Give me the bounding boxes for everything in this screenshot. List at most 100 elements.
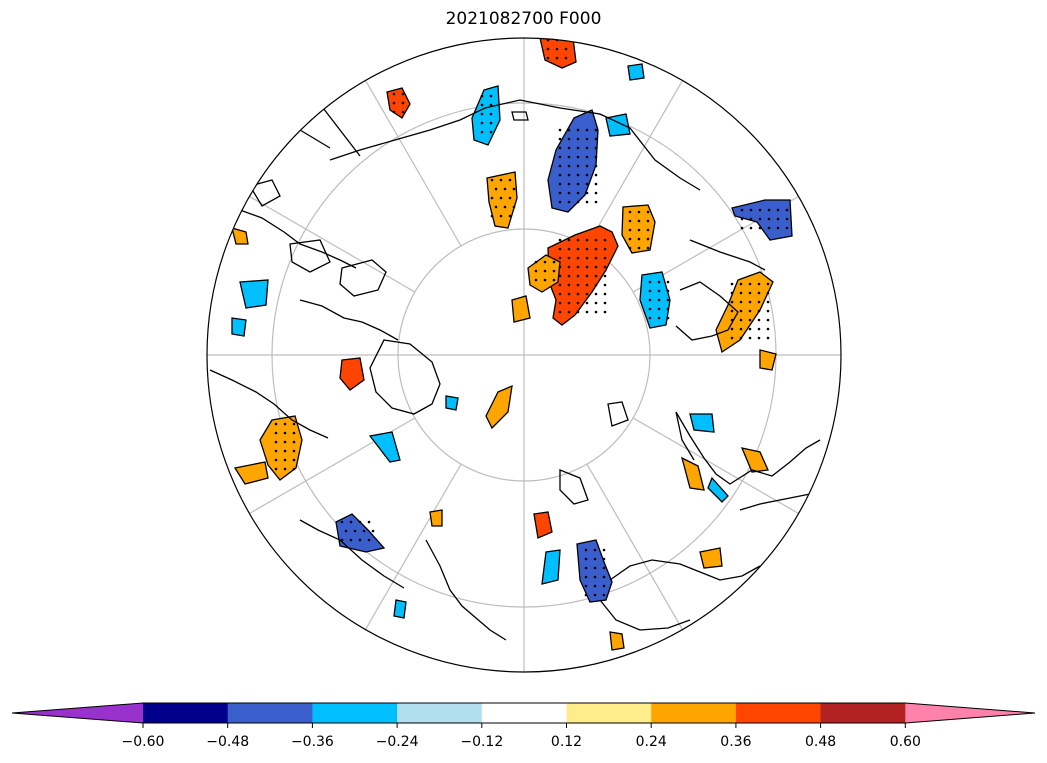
stipple-dot [558, 200, 562, 204]
stipple-dot [748, 291, 752, 295]
stipple-dot [648, 316, 652, 320]
colorbar-segments [11, 702, 1036, 724]
stipple-dot [576, 301, 580, 305]
stipple-dot [340, 520, 344, 524]
stipple-dot [594, 128, 598, 132]
stipple-dot [628, 219, 632, 223]
colorbar-tick-label: −0.12 [460, 734, 504, 750]
stipple-dot [628, 210, 632, 214]
stipple-dot [358, 538, 362, 542]
stipple-dot [585, 301, 589, 305]
stipple-dot [602, 575, 606, 579]
warm-anomaly-17 [231, 227, 249, 245]
stipple-dot [585, 247, 589, 251]
stipple-dot [543, 269, 547, 273]
warm-anomaly-8 [259, 415, 303, 481]
stipple-dot [567, 137, 571, 141]
stipple-dot [739, 291, 743, 295]
stipple-dot [283, 440, 287, 444]
stipple-dot [546, 56, 550, 60]
stipple-dot [567, 265, 571, 269]
stipple-dot [558, 164, 562, 168]
stipple-dot [499, 196, 503, 200]
stipple-dot [603, 310, 607, 314]
stipple-dot [585, 200, 589, 204]
stipple-dot [594, 283, 598, 287]
stipple-dot [480, 130, 484, 134]
stipple-dot [576, 128, 580, 132]
colorbar-segment [227, 703, 313, 723]
stipple-dot [567, 256, 571, 260]
warm-anomaly-14 [759, 349, 777, 371]
stipple-dot [594, 265, 598, 269]
stipple-dot [564, 47, 568, 51]
stipple-dot [740, 217, 744, 221]
colorbar-tick-label: 0.12 [550, 734, 583, 750]
stipple-dot [739, 327, 743, 331]
colorbar-segment [735, 703, 822, 723]
stipple-dot [576, 274, 580, 278]
colorbar-tick-label: 0.24 [635, 734, 667, 750]
stipple-dot [353, 529, 357, 533]
stipple-dot [749, 217, 753, 221]
cold-anomaly-2 [471, 85, 501, 146]
stipple-dot [637, 237, 641, 241]
stipple-dot [499, 214, 503, 218]
stipple-dot [585, 292, 589, 296]
stipple-dot [558, 173, 562, 177]
stipple-dot [292, 458, 296, 462]
stipple-dot [489, 121, 493, 125]
stipple-dot [730, 291, 734, 295]
stipple-dot [767, 208, 771, 212]
stipple-dot [646, 237, 650, 241]
stipple-dot [543, 260, 547, 264]
warm-anomaly-9 [233, 461, 269, 485]
colorbar-segment [397, 703, 483, 723]
stipple-dot [758, 208, 762, 212]
stipple-dot [637, 210, 641, 214]
stipple-dot [503, 187, 507, 191]
stipple-dot [648, 307, 652, 311]
stipple-dot [401, 92, 405, 96]
stipple-dot [349, 538, 353, 542]
colorbar-tick-label: 0.48 [805, 734, 837, 750]
colorbar-segment [481, 703, 567, 723]
stipple-dot [584, 575, 588, 579]
stipple-dot [657, 307, 661, 311]
stipple-dot [748, 300, 752, 304]
stipple-dot [576, 200, 580, 204]
stipple-dot [585, 274, 589, 278]
meridian-line [586, 80, 684, 247]
stipple-dot [576, 182, 580, 186]
stipple-dot [555, 47, 559, 51]
stipple-dot [749, 226, 753, 230]
meridian-line [249, 195, 416, 293]
warm-anomaly-2 [527, 254, 561, 293]
stipple-dot [534, 260, 538, 264]
stipple-dot [576, 191, 580, 195]
stipple-dot [739, 300, 743, 304]
stipple-dot [567, 283, 571, 287]
stipple-dot [558, 301, 562, 305]
stipple-dot [274, 440, 278, 444]
stipple-dot [585, 283, 589, 287]
stipple-dot [603, 274, 607, 278]
stipple-dot [558, 137, 562, 141]
stipple-dot [558, 146, 562, 150]
map-title: 2021082700 F000 [445, 9, 602, 29]
significance-stippling [274, 38, 789, 597]
cold-anomaly-1 [547, 109, 599, 213]
stipple-dot [603, 292, 607, 296]
stipple-dot [576, 265, 580, 269]
stipple-dot [593, 593, 597, 597]
warm-anomaly-6 [539, 38, 577, 69]
stipple-dot [555, 56, 559, 60]
stipple-dot [283, 422, 287, 426]
cold-anomaly-8 [541, 549, 561, 585]
warm-anomaly-10 [485, 384, 513, 430]
meridian-line [632, 417, 799, 515]
map-boundary [206, 37, 842, 673]
stipple-dot [567, 173, 571, 177]
stipple-dot [757, 327, 761, 331]
